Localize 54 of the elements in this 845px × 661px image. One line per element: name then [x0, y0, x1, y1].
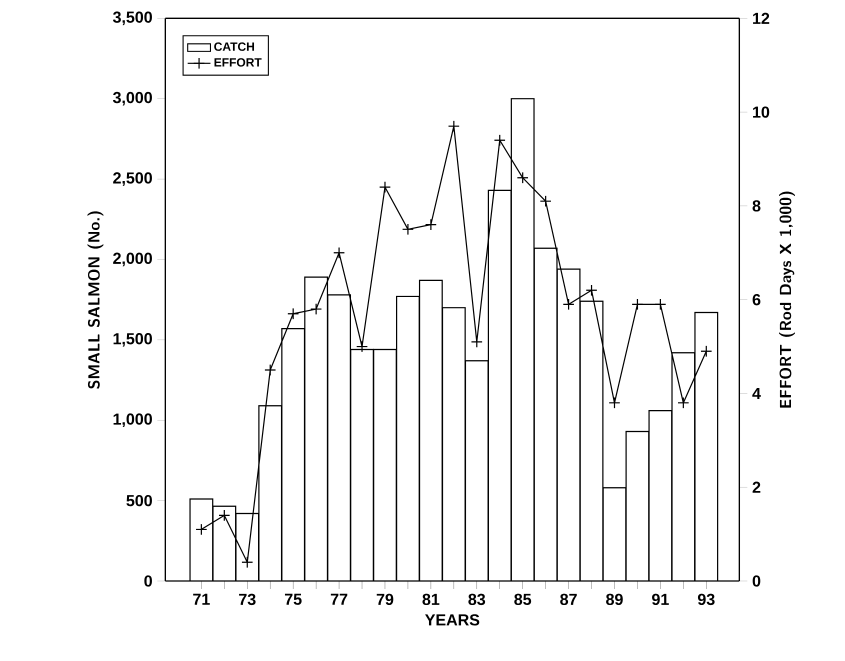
x-tick-label: 83	[468, 594, 486, 606]
point	[540, 195, 552, 208]
legend-label: EFFORT	[214, 58, 262, 67]
point	[608, 396, 620, 409]
y-tick-label: 3,500	[112, 12, 152, 26]
point	[264, 364, 276, 376]
x-tick-label: 87	[560, 594, 577, 606]
point	[402, 223, 414, 236]
x-axis-title: YEARS	[425, 614, 480, 626]
y-tick-label: 1,500	[114, 333, 152, 347]
y2-tick-label: 2	[752, 482, 760, 493]
x-tick-label: 79	[376, 594, 394, 606]
point	[448, 120, 460, 132]
point	[632, 298, 644, 310]
y-tick-label: 0	[144, 575, 152, 587]
x-tick-label: 81	[422, 594, 440, 606]
point	[287, 308, 300, 320]
y2-tick-label: 0	[752, 575, 760, 587]
y-tick-label: 2,500	[113, 172, 152, 186]
y-tick-label: 500	[126, 494, 152, 506]
point	[424, 218, 437, 231]
point	[241, 556, 254, 568]
point	[562, 298, 575, 310]
y2-axis-title: EFFORT (Rod Days X 1,000)	[779, 192, 795, 408]
y-tick-label: 2,000	[113, 252, 152, 266]
legend-label: CATCH	[214, 42, 254, 51]
x-tick-label: 77	[330, 594, 348, 605]
y-tick-label: 1,000	[114, 413, 152, 428]
point	[494, 134, 506, 146]
x-tick-label: 91	[652, 594, 669, 606]
point	[310, 303, 322, 315]
x-tick-label: 71	[193, 594, 210, 605]
x-tick-label: 75	[284, 594, 302, 605]
x-tick-label: 73	[239, 594, 256, 606]
y2-tick-label: 12	[753, 12, 770, 24]
point	[218, 509, 230, 522]
y2-tick-label: 4	[752, 388, 761, 399]
point	[333, 246, 346, 259]
point	[379, 181, 391, 194]
point	[195, 523, 208, 536]
y-tick-label: 3,000	[112, 92, 152, 106]
point	[677, 396, 690, 409]
y2-tick-label: 8	[752, 200, 760, 212]
y-axis-title: SMALL SALMON (No.)	[87, 211, 104, 389]
point	[586, 284, 598, 296]
x-tick-label: 93	[698, 594, 715, 606]
point	[654, 298, 666, 310]
y2-tick-label: 6	[752, 294, 760, 306]
y2-tick-label: 10	[753, 106, 770, 118]
x-tick-label: 89	[606, 594, 623, 606]
point	[700, 345, 712, 358]
point	[356, 340, 368, 352]
x-tick-label: 85	[514, 594, 532, 606]
point	[516, 172, 529, 184]
